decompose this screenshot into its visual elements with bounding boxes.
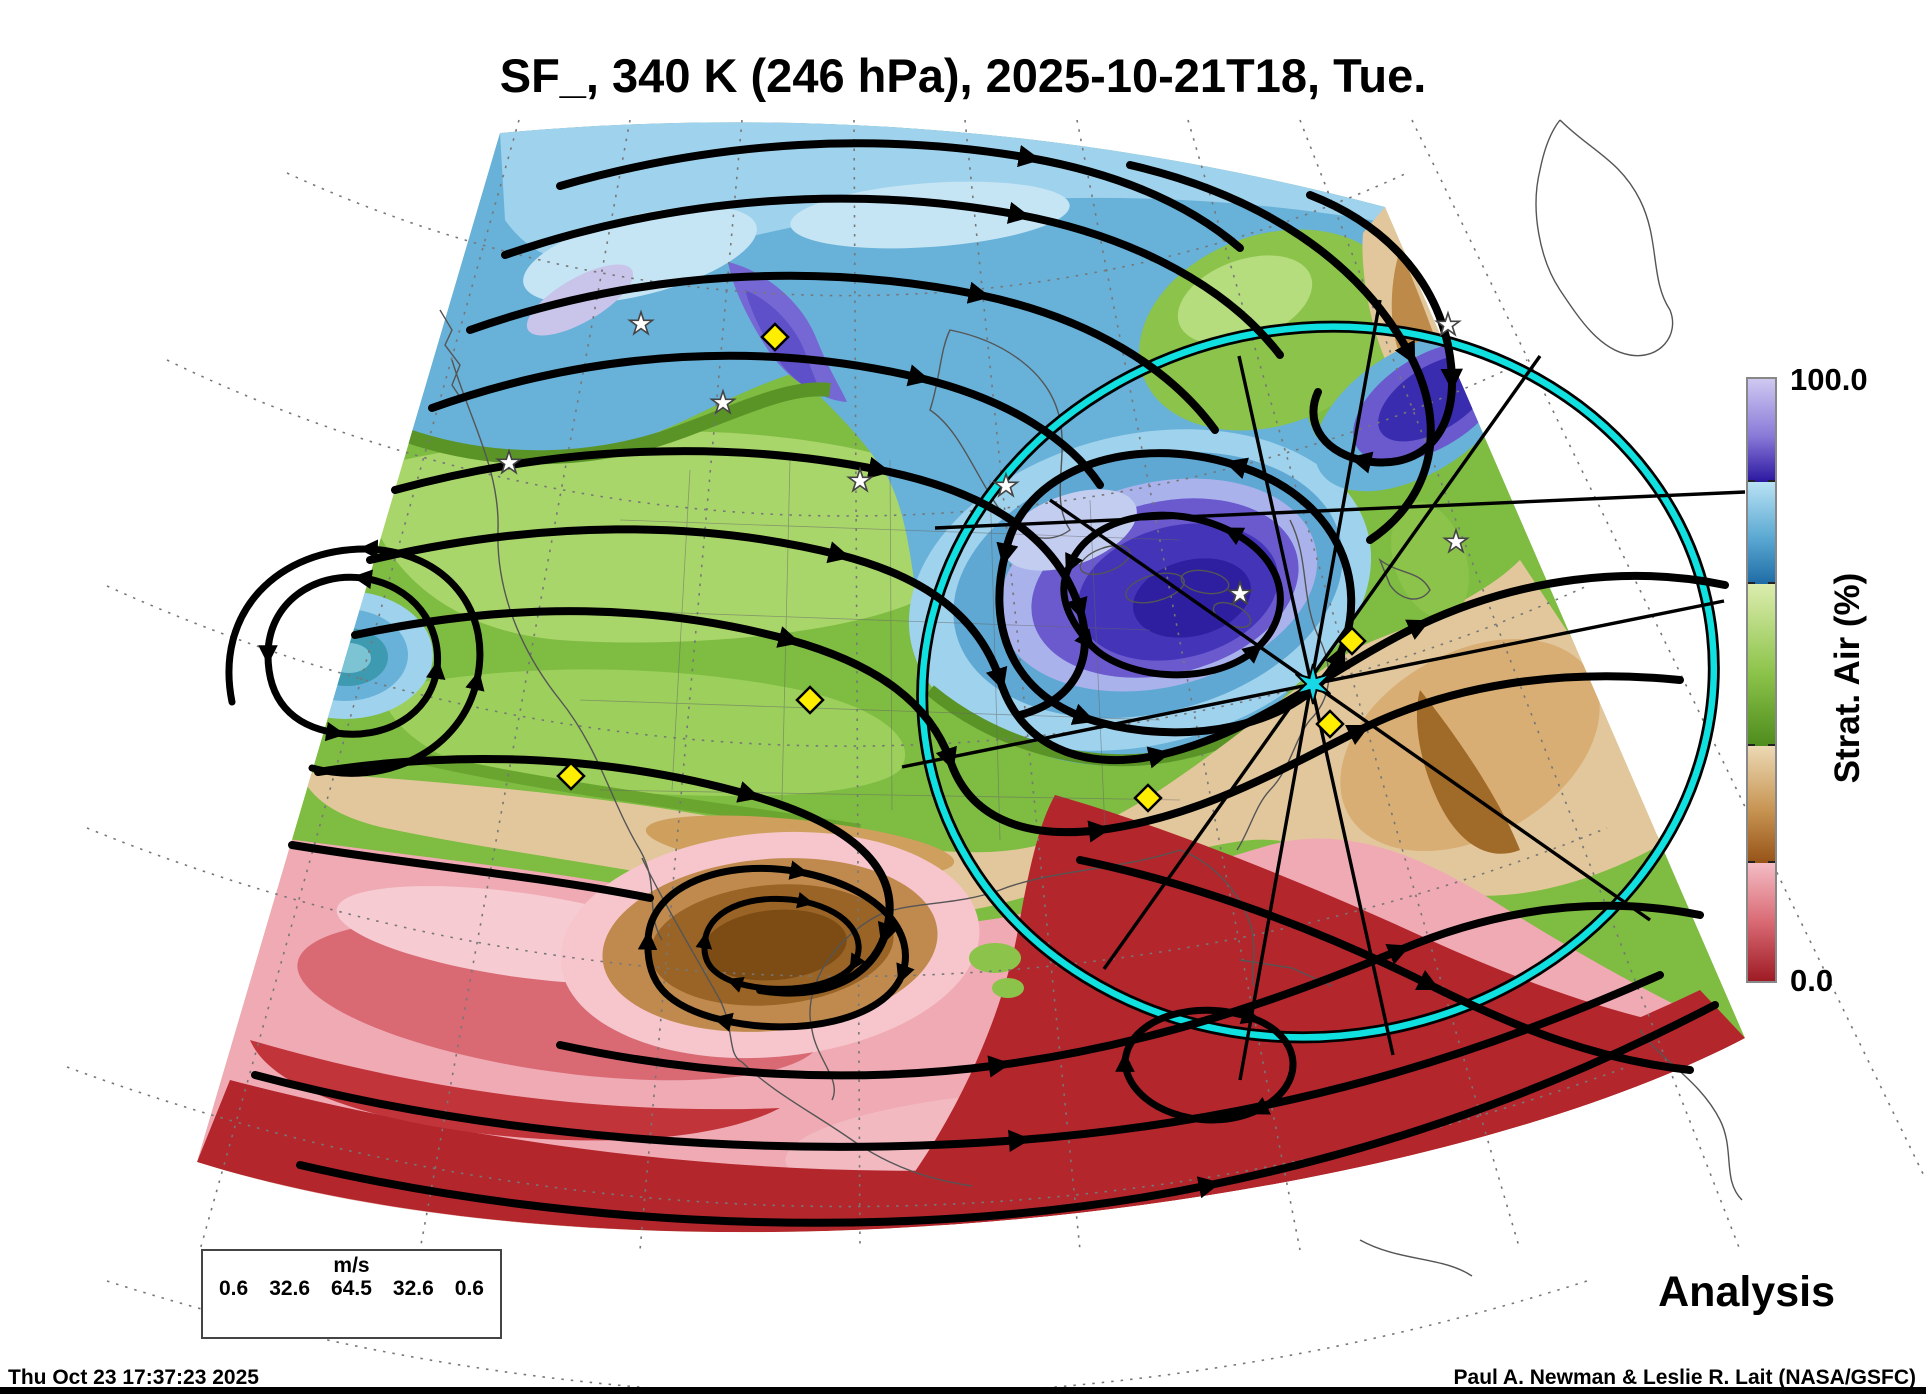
bottom-bar [0, 1387, 1926, 1394]
colorbar-tick [1748, 861, 1755, 863]
wind-scale-value: 32.6 [269, 1277, 311, 1300]
colorbar-tick [1748, 480, 1755, 482]
city-star [992, 471, 1020, 498]
credit: Paul A. Newman & Leslie R. Lait (NASA/GS… [1453, 1366, 1916, 1389]
colorbar-axis-label: Strat. Air (%) [1828, 572, 1867, 784]
station-diamond [795, 685, 825, 715]
colorbar [1746, 377, 1777, 983]
station-diamond [760, 322, 790, 352]
colorbar-segment-purple [1748, 379, 1775, 482]
wind-scale-legend [201, 1249, 502, 1339]
city-star [846, 466, 874, 493]
colorbar-segment-green [1748, 584, 1775, 746]
colorbar-segment-blue [1748, 482, 1775, 584]
colorbar-tick [1768, 861, 1775, 863]
city-star [1434, 310, 1462, 337]
station-diamond [556, 761, 586, 791]
city-star [1226, 579, 1254, 606]
colorbar-tick [1768, 480, 1775, 482]
city-star [495, 448, 523, 475]
wind-scale-unit: m/s [333, 1254, 370, 1277]
wind-scale-value: 0.6 [454, 1277, 484, 1300]
observation-markers [495, 309, 1470, 813]
colorbar-max-label: 100.0 [1790, 362, 1868, 397]
colorbar-tick [1768, 582, 1775, 584]
wind-scale-value: 32.6 [392, 1277, 434, 1300]
station-diamond [1315, 709, 1345, 739]
colorbar-tick [1748, 744, 1755, 746]
station-diamond [1133, 783, 1163, 813]
wind-scale-value: 64.5 [331, 1277, 372, 1300]
colorbar-tick [1768, 744, 1775, 746]
colorbar-tick [1748, 582, 1755, 584]
timestamp: Thu Oct 23 17:37:23 2025 [8, 1366, 259, 1389]
city-star [709, 388, 737, 415]
station-diamond [1337, 626, 1367, 656]
colorbar-segment-red [1748, 863, 1775, 981]
plot-title: SF_, 340 K (246 hPa), 2025-10-21T18, Tue… [499, 49, 1427, 102]
colorbar-min-label: 0.0 [1790, 963, 1834, 998]
highlight-star [1294, 663, 1332, 705]
colorbar-segment-tan [1748, 746, 1775, 863]
streamlines [225, 139, 1729, 1227]
city-star [1442, 527, 1470, 554]
wind-scale-values: 0.6 32.6 64.5 32.6 0.6 [201, 1277, 502, 1301]
wind-scale-value: 0.6 [219, 1277, 249, 1300]
analysis-label: Analysis [1658, 1268, 1835, 1316]
city-star [627, 309, 655, 336]
